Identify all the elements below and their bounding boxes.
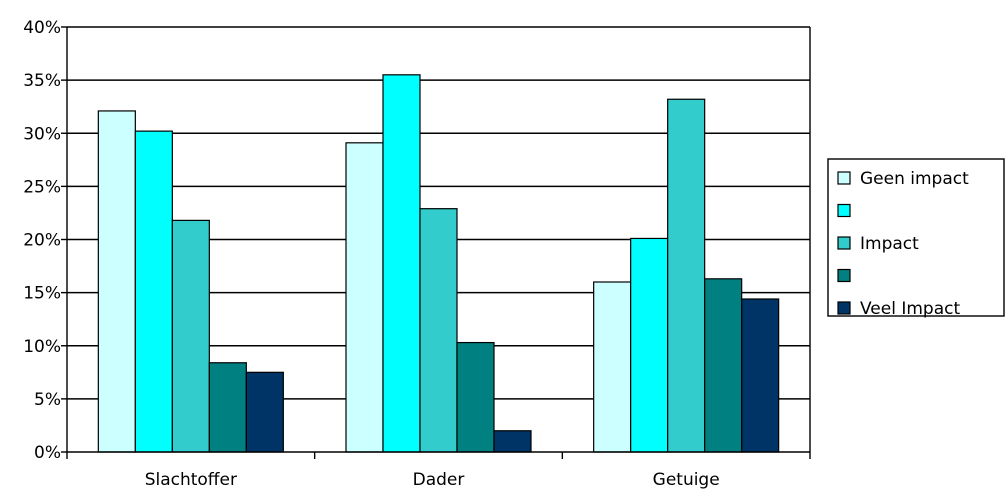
y-tick-label: 15% [23,284,61,304]
y-tick-label: 10% [23,337,61,357]
legend-box [827,158,1005,317]
y-tick-label: 30% [23,124,61,144]
bar [345,142,384,453]
y-tick-label: 35% [23,71,61,91]
bar [134,130,173,453]
bar [97,110,136,453]
bars [97,74,780,453]
y-tick-label: 20% [23,231,61,251]
x-axis-ticks: Slachtoffer Dader Getuige [66,452,811,490]
bar [630,237,669,453]
legend-swatch [837,203,851,218]
bar [382,74,421,453]
bar [704,278,743,453]
bar [245,371,284,453]
bar [493,430,532,453]
bar [456,341,495,453]
bar [593,281,632,453]
legend-label: Geen impact [860,169,969,189]
bar [208,362,247,453]
legend-label: Impact [860,234,919,254]
legend-swatch [837,301,851,315]
legend: Geen impact Impact Veel Impact [827,158,1005,319]
bar [419,208,458,453]
y-axis-ticks: 0% 5% 10% 15% 20% 25% 30% 35% 40% [23,18,67,463]
legend-swatch [837,236,851,250]
x-tick-label: Dader [413,470,465,490]
y-tick-label: 5% [34,390,61,410]
y-tick-label: 40% [23,18,61,38]
bar [171,219,210,453]
legend-swatch [837,268,851,283]
legend-swatch [837,171,851,185]
bar [741,298,780,453]
x-tick-label: Slachtoffer [145,470,237,490]
bar [667,98,706,453]
y-tick-label: 25% [23,177,61,197]
legend-label: Veel Impact [860,299,960,319]
x-tick-label: Getuige [653,470,720,490]
y-tick-label: 0% [34,443,61,463]
